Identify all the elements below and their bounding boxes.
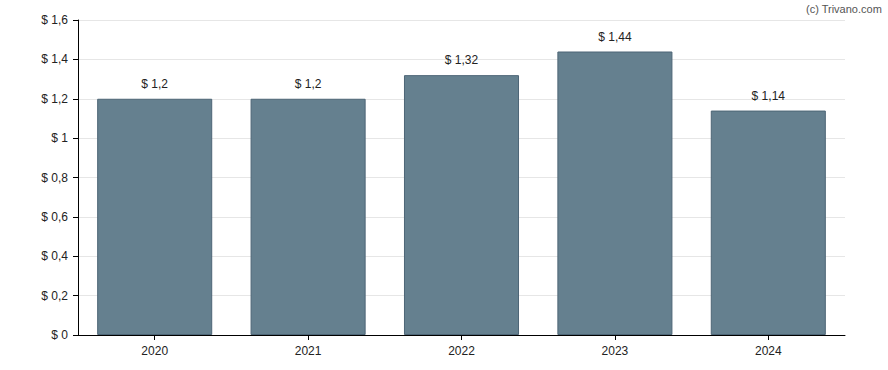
svg-text:2022: 2022 <box>448 344 475 358</box>
svg-text:$ 1,2: $ 1,2 <box>295 77 322 91</box>
svg-text:2024: 2024 <box>755 344 782 358</box>
svg-text:2020: 2020 <box>141 344 168 358</box>
svg-text:$ 1,44: $ 1,44 <box>598 30 632 44</box>
svg-text:2021: 2021 <box>295 344 322 358</box>
svg-text:$ 0,6: $ 0,6 <box>41 210 68 224</box>
svg-text:$ 0,8: $ 0,8 <box>41 171 68 185</box>
svg-text:$ 1,32: $ 1,32 <box>445 53 479 67</box>
svg-text:$ 1,4: $ 1,4 <box>41 52 68 66</box>
svg-text:$ 0,4: $ 0,4 <box>41 249 68 263</box>
svg-text:$ 1,2: $ 1,2 <box>141 77 168 91</box>
svg-text:$ 1,2: $ 1,2 <box>41 92 68 106</box>
svg-text:$ 1,6: $ 1,6 <box>41 13 68 27</box>
svg-text:$ 1: $ 1 <box>51 131 68 145</box>
svg-text:$ 0: $ 0 <box>51 328 68 342</box>
svg-text:$ 0,2: $ 0,2 <box>41 289 68 303</box>
svg-text:2023: 2023 <box>602 344 629 358</box>
svg-text:(c) Trivano.com: (c) Trivano.com <box>806 3 882 15</box>
svg-text:$ 1,14: $ 1,14 <box>752 89 786 103</box>
